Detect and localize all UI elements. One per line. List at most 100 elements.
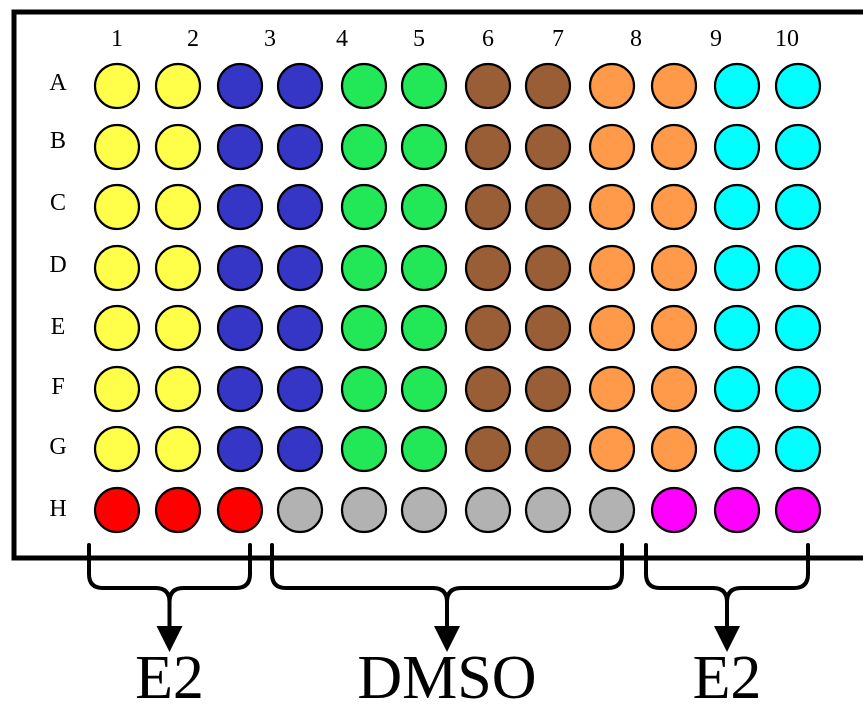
well-b-2 (154, 123, 202, 171)
well-a-4 (276, 62, 324, 110)
well-d-11 (713, 244, 761, 292)
well-c-3 (216, 183, 264, 231)
well-f-10 (650, 365, 698, 413)
well-c-7 (464, 183, 512, 231)
well-f-7 (464, 365, 512, 413)
well-a-1 (93, 62, 141, 110)
well-f-8 (524, 365, 572, 413)
group-arrow-2 (434, 626, 460, 652)
row-label-a: A (49, 70, 67, 96)
well-h-12 (774, 486, 822, 534)
group-brackets (87, 543, 810, 652)
column-label-7: 7 (552, 26, 564, 52)
well-d-8 (524, 244, 572, 292)
well-f-2 (154, 365, 202, 413)
well-e-6 (400, 304, 448, 352)
column-label-6: 6 (482, 26, 494, 52)
well-g-5 (340, 425, 388, 473)
well-b-4 (276, 123, 324, 171)
well-e-11 (713, 304, 761, 352)
well-b-3 (216, 123, 264, 171)
column-label-8: 8 (630, 26, 642, 52)
well-b-10 (650, 123, 698, 171)
well-e-10 (650, 304, 698, 352)
well-h-1 (93, 486, 141, 534)
row-label-e: E (51, 314, 66, 340)
row-labels: A B C D E F G H (49, 70, 67, 522)
well-c-1 (93, 183, 141, 231)
column-label-10: 10 (775, 26, 799, 52)
row-label-c: C (50, 190, 66, 216)
well-c-11 (713, 183, 761, 231)
group-label-1: E2 (135, 644, 204, 705)
well-c-9 (588, 183, 636, 231)
well-d-1 (93, 244, 141, 292)
column-label-3: 3 (264, 26, 276, 52)
group-label-2: DMSO (357, 644, 536, 705)
well-h-7 (464, 486, 512, 534)
well-a-7 (464, 62, 512, 110)
well-a-12 (774, 62, 822, 110)
well-e-12 (774, 304, 822, 352)
well-d-3 (216, 244, 264, 292)
well-f-11 (713, 365, 761, 413)
well-d-7 (464, 244, 512, 292)
well-e-1 (93, 304, 141, 352)
well-f-3 (216, 365, 264, 413)
column-label-9: 9 (710, 26, 722, 52)
well-a-5 (340, 62, 388, 110)
well-b-7 (464, 123, 512, 171)
group-arrow-3 (714, 626, 740, 652)
well-a-3 (216, 62, 264, 110)
well-c-6 (400, 183, 448, 231)
well-b-12 (774, 123, 822, 171)
well-b-9 (588, 123, 636, 171)
well-a-9 (588, 62, 636, 110)
well-d-10 (650, 244, 698, 292)
well-b-6 (400, 123, 448, 171)
well-b-11 (713, 123, 761, 171)
well-e-2 (154, 304, 202, 352)
well-b-5 (340, 123, 388, 171)
well-h-4 (276, 486, 324, 534)
row-label-f: F (51, 374, 64, 400)
well-f-5 (340, 365, 388, 413)
well-d-9 (588, 244, 636, 292)
well-h-6 (400, 486, 448, 534)
well-d-2 (154, 244, 202, 292)
well-e-3 (216, 304, 264, 352)
well-f-6 (400, 365, 448, 413)
well-g-8 (524, 425, 572, 473)
well-a-10 (650, 62, 698, 110)
well-g-12 (774, 425, 822, 473)
well-e-7 (464, 304, 512, 352)
well-g-10 (650, 425, 698, 473)
well-g-1 (93, 425, 141, 473)
group-label-3: E2 (693, 644, 762, 705)
well-c-12 (774, 183, 822, 231)
well-e-4 (276, 304, 324, 352)
group-labels: E2 DMSO E2 (135, 644, 761, 705)
well-c-10 (650, 183, 698, 231)
well-h-3 (216, 486, 264, 534)
well-e-8 (524, 304, 572, 352)
well-b-8 (524, 123, 572, 171)
well-h-9 (588, 486, 636, 534)
row-label-h: H (49, 496, 66, 522)
column-label-1: 1 (111, 26, 123, 52)
well-g-9 (588, 425, 636, 473)
well-c-4 (276, 183, 324, 231)
column-label-4: 4 (336, 26, 348, 52)
row-label-g: G (49, 434, 66, 460)
well-h-10 (650, 486, 698, 534)
well-h-2 (154, 486, 202, 534)
row-label-b: B (50, 128, 66, 154)
well-g-3 (216, 425, 264, 473)
well-f-9 (588, 365, 636, 413)
well-a-6 (400, 62, 448, 110)
well-a-8 (524, 62, 572, 110)
well-h-8 (524, 486, 572, 534)
well-d-5 (340, 244, 388, 292)
well-h-11 (713, 486, 761, 534)
